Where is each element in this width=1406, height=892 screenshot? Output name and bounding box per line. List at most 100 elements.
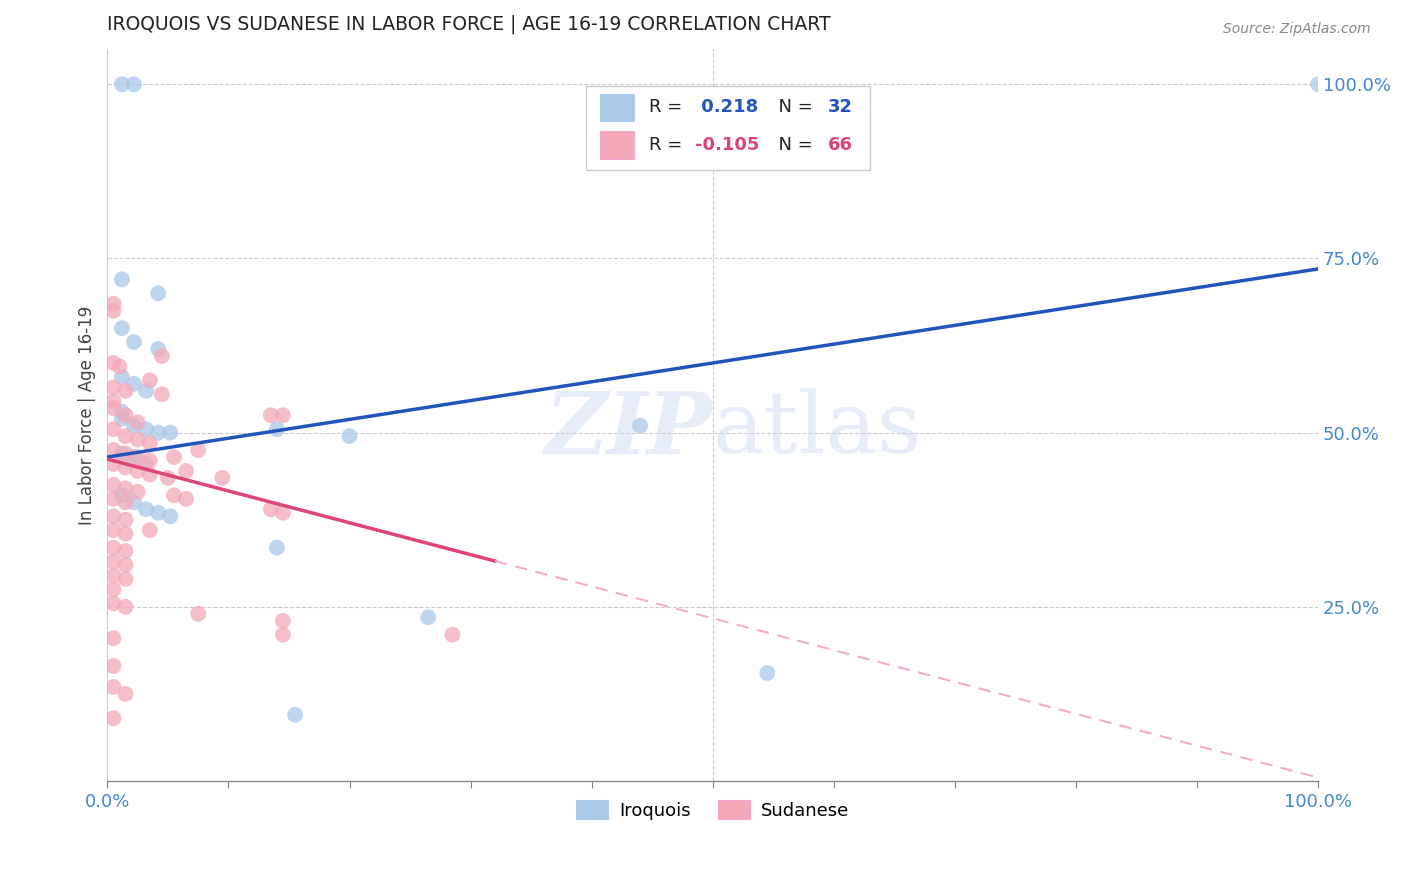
Point xyxy=(628,418,651,433)
Point xyxy=(135,384,157,398)
Y-axis label: In Labor Force | Age 16-19: In Labor Force | Age 16-19 xyxy=(79,306,96,524)
Point xyxy=(127,433,149,447)
Point xyxy=(122,77,145,91)
Point xyxy=(122,495,145,509)
FancyBboxPatch shape xyxy=(586,86,870,170)
Point xyxy=(103,394,125,409)
Text: atlas: atlas xyxy=(713,388,922,472)
Point xyxy=(114,384,136,398)
Point xyxy=(114,429,136,443)
Point xyxy=(103,457,125,471)
Point xyxy=(103,297,125,311)
Point xyxy=(103,596,125,610)
Point xyxy=(271,408,294,422)
Point xyxy=(111,370,134,384)
Text: N =: N = xyxy=(768,136,818,154)
Point xyxy=(111,411,134,425)
Point xyxy=(122,418,145,433)
Point xyxy=(150,387,173,401)
Point xyxy=(103,523,125,537)
Point xyxy=(148,286,170,301)
Point xyxy=(150,349,173,363)
Bar xyxy=(600,131,634,159)
Text: 32: 32 xyxy=(828,98,853,117)
Point xyxy=(163,488,186,502)
Point xyxy=(111,405,134,419)
Point xyxy=(1308,77,1330,91)
Point xyxy=(103,680,125,694)
Point xyxy=(103,509,125,524)
Point xyxy=(135,502,157,516)
Point xyxy=(260,502,283,516)
Point xyxy=(148,425,170,440)
Point xyxy=(139,467,162,482)
Point xyxy=(418,610,440,624)
Text: N =: N = xyxy=(768,98,818,117)
Point xyxy=(114,495,136,509)
Point xyxy=(441,628,464,642)
Point xyxy=(103,303,125,318)
Text: R =: R = xyxy=(648,98,688,117)
Point xyxy=(103,582,125,597)
Point xyxy=(271,506,294,520)
Point xyxy=(103,401,125,416)
Point xyxy=(260,408,283,422)
Point xyxy=(103,356,125,370)
Point xyxy=(114,460,136,475)
Point xyxy=(756,665,779,680)
Point xyxy=(114,408,136,422)
Point xyxy=(187,443,209,458)
Point xyxy=(114,599,136,614)
Point xyxy=(156,471,179,485)
Point xyxy=(163,450,186,464)
Text: IROQUOIS VS SUDANESE IN LABOR FORCE | AGE 16-19 CORRELATION CHART: IROQUOIS VS SUDANESE IN LABOR FORCE | AG… xyxy=(107,15,831,35)
Text: -0.105: -0.105 xyxy=(695,136,759,154)
Point xyxy=(114,558,136,572)
Point xyxy=(114,513,136,527)
Point xyxy=(114,687,136,701)
Legend: Iroquois, Sudanese: Iroquois, Sudanese xyxy=(568,793,856,827)
Point xyxy=(127,464,149,478)
Point xyxy=(103,491,125,506)
Point xyxy=(111,77,134,91)
Point xyxy=(139,523,162,537)
Point xyxy=(174,464,197,478)
Point xyxy=(103,659,125,673)
Point xyxy=(139,436,162,450)
Text: 0.218: 0.218 xyxy=(695,98,758,117)
Point xyxy=(111,321,134,335)
Point xyxy=(148,506,170,520)
Point xyxy=(103,380,125,394)
Text: R =: R = xyxy=(648,136,688,154)
Point xyxy=(103,422,125,436)
Point xyxy=(271,628,294,642)
Point xyxy=(339,429,361,443)
Point xyxy=(114,544,136,558)
Bar xyxy=(600,94,634,121)
Point xyxy=(108,359,131,374)
Text: 66: 66 xyxy=(828,136,853,154)
Point xyxy=(114,526,136,541)
Point xyxy=(159,425,181,440)
Point xyxy=(103,631,125,645)
Point xyxy=(127,450,149,464)
Point xyxy=(114,446,136,460)
Point xyxy=(111,488,134,502)
Point xyxy=(174,491,197,506)
Point xyxy=(103,555,125,569)
Point xyxy=(103,478,125,492)
Point xyxy=(135,422,157,436)
Point xyxy=(114,572,136,586)
Point xyxy=(211,471,233,485)
Text: ZIP: ZIP xyxy=(546,388,713,472)
Point xyxy=(111,446,134,460)
Point xyxy=(103,541,125,555)
Point xyxy=(103,568,125,582)
Point xyxy=(103,443,125,458)
Point xyxy=(122,334,145,349)
Point xyxy=(127,415,149,429)
Point xyxy=(114,482,136,496)
Point xyxy=(159,509,181,524)
Point xyxy=(271,614,294,628)
Point xyxy=(266,541,288,555)
